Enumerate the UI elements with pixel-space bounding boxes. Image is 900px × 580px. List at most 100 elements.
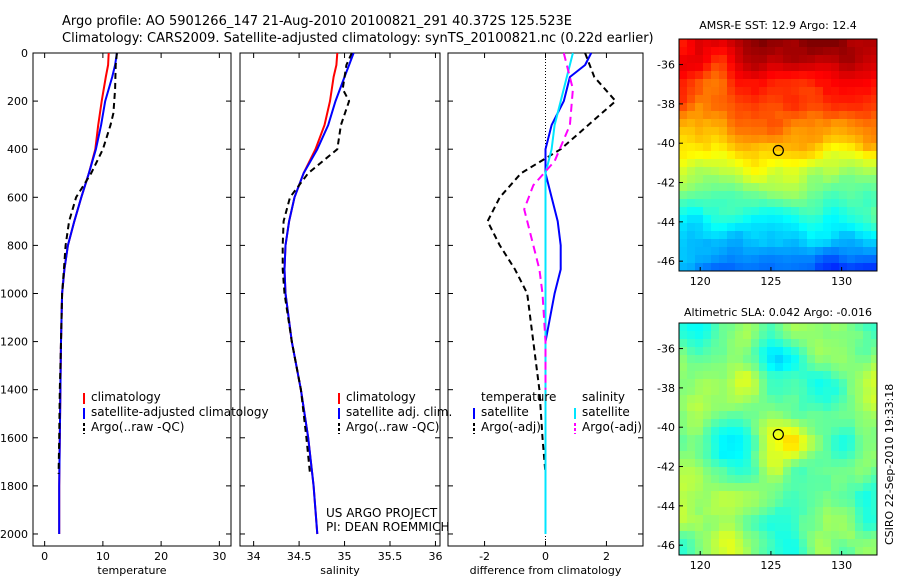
- sst_map-cell: [703, 239, 712, 248]
- sst_map-cell: [743, 135, 752, 144]
- sst_map-cell: [711, 103, 720, 112]
- sst_map-cell: [823, 103, 832, 112]
- sla_map-cell: [735, 515, 744, 524]
- sst_map-cell: [815, 263, 824, 272]
- sla_map-cell: [815, 403, 824, 412]
- sst_map-cell: [743, 263, 752, 272]
- sst_map-cell: [799, 111, 808, 120]
- sla_map-cell: [743, 371, 752, 380]
- sst_map-cell: [679, 223, 688, 232]
- sla_map-cell: [855, 339, 864, 348]
- sla_map-cell: [759, 531, 768, 540]
- sst_map-cell: [799, 215, 808, 224]
- sla_map-cell: [863, 539, 872, 548]
- sla_map-cell: [791, 387, 800, 396]
- sst_map-cell: [759, 71, 768, 80]
- sla_map-cell: [839, 459, 848, 468]
- sst_map-cell: [743, 47, 752, 56]
- sst_map-cell: [711, 175, 720, 184]
- sst_map-cell: [791, 79, 800, 88]
- sst_map-cell: [839, 231, 848, 240]
- sla_map-cell: [727, 499, 736, 508]
- sla_map-cell: [871, 443, 878, 452]
- sla_map-cell: [871, 483, 878, 492]
- sla_map-cell: [815, 395, 824, 404]
- sla_map-cell: [719, 483, 728, 492]
- sla_map-cell: [719, 419, 728, 428]
- sst_map-cell: [783, 47, 792, 56]
- sla_map-cell: [727, 387, 736, 396]
- sla_map-cell: [687, 419, 696, 428]
- sst_map-cell: [711, 231, 720, 240]
- sst_map-cell: [831, 71, 840, 80]
- sst_map-cell: [711, 79, 720, 88]
- sst_map-cell: [791, 159, 800, 168]
- sst_map-cell: [703, 231, 712, 240]
- sla_map-cell: [839, 403, 848, 412]
- sla_map-cell: [871, 467, 878, 476]
- sla_map-cell: [719, 467, 728, 476]
- sst_map-cell: [759, 199, 768, 208]
- sst_map-cell: [695, 247, 704, 256]
- sst_map-cell: [815, 63, 824, 72]
- sla_map-cell: [767, 451, 776, 460]
- sst_map-cell: [831, 223, 840, 232]
- sst_map-cell: [735, 175, 744, 184]
- sst_map-cell: [751, 223, 760, 232]
- sla_map-cell: [719, 491, 728, 500]
- difference-legend-item-label: satellite: [481, 405, 529, 419]
- sla_map-cell: [855, 411, 864, 420]
- sla_map-cell: [727, 547, 736, 556]
- sst_map-cell: [807, 159, 816, 168]
- sst_map-cell: [743, 87, 752, 96]
- sla_map-cell: [767, 371, 776, 380]
- sst_map-cell: [703, 39, 712, 48]
- sst_map-cell: [831, 127, 840, 136]
- sla_map-cell: [759, 523, 768, 532]
- sst_map-cell: [831, 151, 840, 160]
- sla_map-cell: [719, 339, 728, 348]
- sst_map-cell: [751, 55, 760, 64]
- sst_map-cell: [711, 47, 720, 56]
- sst_map-cell: [695, 215, 704, 224]
- sst_map-cell: [871, 87, 878, 96]
- sst_map-cell: [815, 119, 824, 128]
- sst_map-cell: [679, 79, 688, 88]
- sst_map-cell: [863, 55, 872, 64]
- sst_map-cell: [775, 199, 784, 208]
- sst_map-cell: [751, 239, 760, 248]
- sst_map-cell: [815, 55, 824, 64]
- sst_map-cell: [735, 87, 744, 96]
- sla_map-cell: [775, 523, 784, 532]
- sst_map-cell: [751, 135, 760, 144]
- sla_map-cell: [815, 483, 824, 492]
- sst_map-cell: [687, 207, 696, 216]
- temperature-ytick-label: 0: [21, 47, 28, 60]
- sla_map-cell: [767, 539, 776, 548]
- sst_map-cell: [823, 167, 832, 176]
- sst_map-cell: [767, 215, 776, 224]
- sla_map-cell: [759, 467, 768, 476]
- salinity-xtick-label: 34.5: [287, 550, 312, 563]
- sla_map-cell: [743, 411, 752, 420]
- sst_map-cell: [703, 207, 712, 216]
- sst_map-cell: [831, 103, 840, 112]
- sla_map-cell: [831, 427, 840, 436]
- sst_map-cell: [743, 103, 752, 112]
- sst_map-cell: [799, 159, 808, 168]
- sst_map-cell: [735, 159, 744, 168]
- sla_map-cell: [727, 347, 736, 356]
- sla_map-cell: [775, 419, 784, 428]
- sst_map-cell: [839, 207, 848, 216]
- sla_map-cell: [767, 515, 776, 524]
- sst_map-cell: [703, 175, 712, 184]
- sla_map-cell: [751, 515, 760, 524]
- sla_map-cell: [823, 467, 832, 476]
- project-line-1: US ARGO PROJECT: [326, 506, 438, 520]
- sst_map-cell: [823, 47, 832, 56]
- sst_map-cell: [759, 95, 768, 104]
- sla_map-cell: [871, 403, 878, 412]
- sst_map-cell: [815, 151, 824, 160]
- sla_map-cell: [847, 323, 856, 332]
- sst_map-cell: [727, 159, 736, 168]
